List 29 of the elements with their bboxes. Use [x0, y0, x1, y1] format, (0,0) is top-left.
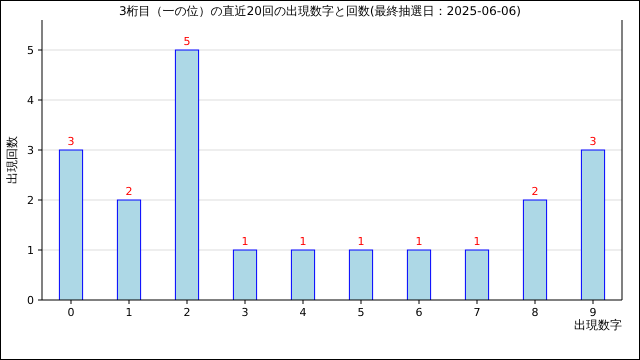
data-label: 5	[184, 35, 190, 48]
y-tick-label: 1	[27, 244, 34, 257]
data-label: 1	[242, 235, 248, 248]
data-label: 1	[474, 235, 480, 248]
x-tick-label: 1	[126, 306, 132, 319]
x-tick-label: 4	[300, 306, 306, 319]
x-tick-label: 7	[474, 306, 480, 319]
data-label: 2	[126, 185, 132, 198]
x-tick-label: 3	[242, 306, 248, 319]
data-label: 1	[358, 235, 364, 248]
chart-title: 3桁目（一の位）の直近20回の出現数字と回数(最終抽選日：2025-06-06)	[118, 4, 522, 18]
x-tick-label: 9	[590, 306, 596, 319]
y-tick-label: 4	[27, 94, 34, 107]
y-tick-label: 5	[27, 44, 34, 57]
y-axis-title: 出現回数	[5, 136, 19, 184]
y-tick-label: 3	[27, 144, 34, 157]
x-tick-label: 6	[416, 306, 422, 319]
data-label: 2	[532, 185, 538, 198]
data-label: 3	[68, 135, 74, 148]
y-tick-label: 0	[27, 294, 34, 307]
y-tick-label: 2	[27, 194, 34, 207]
data-label: 1	[416, 235, 422, 248]
x-tick-label: 8	[532, 306, 538, 319]
x-axis-title: 出現数字	[574, 318, 622, 332]
data-label: 1	[300, 235, 306, 248]
data-label: 3	[590, 135, 596, 148]
x-tick-label: 0	[68, 306, 74, 319]
x-tick-label: 2	[184, 306, 190, 319]
x-tick-label: 5	[358, 306, 364, 319]
